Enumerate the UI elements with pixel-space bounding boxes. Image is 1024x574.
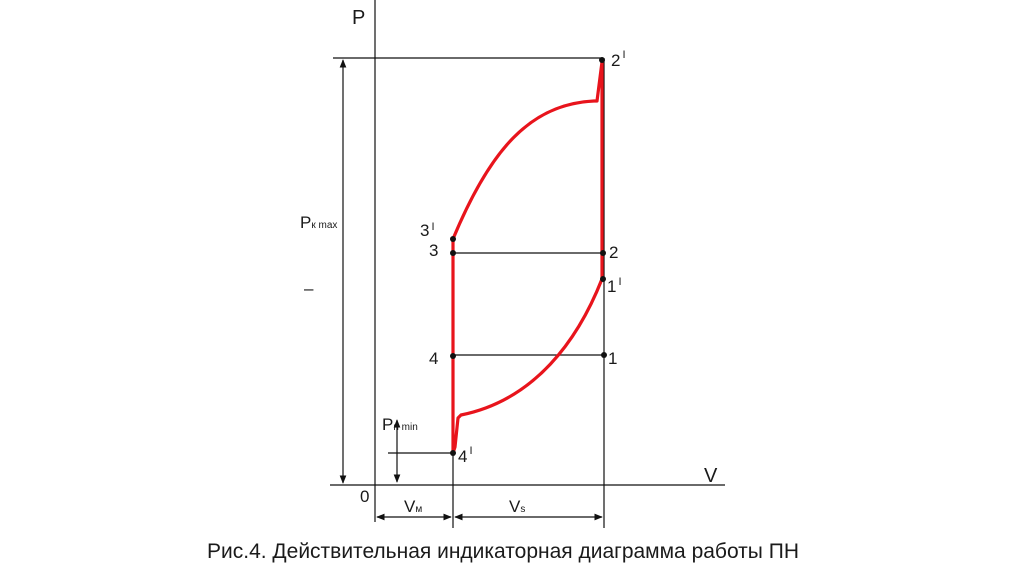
point-1-marker — [601, 352, 607, 358]
pk-max-label: Pк max — [300, 213, 337, 232]
dash-mark: – — [304, 279, 314, 298]
point-2-label: 2 — [609, 243, 618, 262]
point-3-prime-marker — [450, 236, 456, 242]
vm-label: Vм — [404, 497, 422, 516]
point-2-prime-marker — [599, 57, 605, 63]
point-4-label: 4 — [429, 349, 438, 368]
point-2-marker — [600, 250, 606, 256]
point-3-label: 3 — [429, 241, 438, 260]
figure-caption: Рис.4. Действительная индикаторная диагр… — [207, 540, 799, 563]
indicator-cycle-curve — [451, 60, 604, 455]
point-3-marker — [450, 250, 456, 256]
point-1-label: 1 — [608, 349, 617, 368]
point-1-prime-marker — [600, 276, 606, 282]
p-axis-label: P — [352, 7, 365, 29]
vs-label: Vs — [509, 497, 525, 516]
v-axis-label: V — [704, 465, 718, 487]
point-4-prime-marker — [450, 450, 456, 456]
pn-min-label: Pн min — [382, 415, 418, 434]
point-4-marker — [450, 353, 456, 359]
origin-label: 0 — [360, 487, 369, 506]
